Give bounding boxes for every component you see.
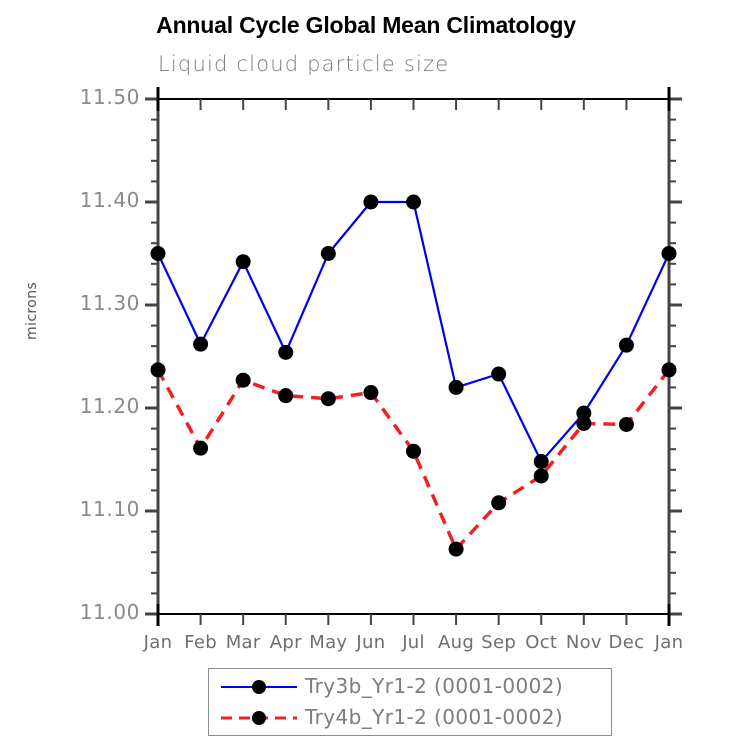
data-point — [618, 416, 634, 432]
x-tick-label: Jul — [402, 632, 425, 653]
data-point — [363, 194, 379, 210]
data-point — [193, 336, 209, 352]
data-series — [150, 194, 677, 557]
x-tick-label: Dec — [608, 632, 645, 653]
y-tick-label: 11.50 — [79, 85, 140, 109]
data-point — [448, 379, 464, 395]
data-point — [363, 385, 379, 401]
x-tick-label: Mar — [225, 632, 261, 653]
y-tick-label: 11.40 — [79, 188, 140, 212]
chart-subtitle: Liquid cloud particle size — [158, 52, 450, 76]
legend-entry-0[interactable]: Try3b_Yr1-2 (0001-0002) — [209, 672, 613, 702]
x-tick-label: Oct — [525, 632, 558, 653]
data-point — [150, 362, 166, 378]
x-tick-label: May — [309, 632, 348, 653]
x-tick-label: Sep — [481, 632, 517, 653]
data-point — [406, 194, 421, 210]
data-point — [278, 388, 294, 404]
x-tick-label: Jun — [356, 632, 386, 653]
axes — [145, 87, 682, 626]
legend-label-0: Try3b_Yr1-2 (0001-0002) — [305, 674, 564, 698]
data-point — [235, 372, 251, 388]
legend: Try3b_Yr1-2 (0001-0002) Try4b_Yr1-2 (000… — [208, 668, 612, 736]
x-tick-label: Apr — [269, 632, 302, 653]
x-tick-label: Nov — [565, 632, 602, 653]
legend-label-1: Try4b_Yr1-2 (0001-0002) — [305, 705, 564, 729]
data-point — [491, 495, 507, 511]
data-point — [661, 362, 677, 378]
data-point — [491, 366, 507, 382]
data-point — [576, 405, 592, 421]
x-tick-label: Jan — [143, 632, 173, 653]
data-point — [576, 415, 592, 431]
series-line-2 — [156, 368, 671, 551]
data-point — [150, 246, 166, 261]
x-tick-label: Jan — [654, 632, 684, 653]
data-point — [320, 391, 336, 407]
data-point — [533, 454, 549, 470]
y-tick-label: 11.20 — [79, 394, 140, 418]
x-tick-label: Feb — [184, 632, 217, 653]
data-point — [661, 246, 677, 261]
data-point — [533, 468, 549, 484]
y-tick-label: 11.10 — [79, 497, 140, 521]
y-tick-label: 11.30 — [79, 291, 140, 315]
legend-swatch-series2 — [221, 711, 297, 725]
data-point — [406, 443, 421, 459]
data-point — [320, 246, 336, 261]
legend-swatch-series1 — [221, 680, 297, 694]
data-point — [278, 344, 294, 360]
y-tick-label: 11.00 — [79, 600, 140, 624]
chart-title: Annual Cycle Global Mean Climatology — [156, 12, 576, 38]
data-point — [235, 254, 251, 270]
data-point — [618, 337, 634, 353]
x-tick-label: Aug — [438, 632, 475, 653]
data-point — [448, 541, 464, 557]
data-point — [193, 440, 209, 456]
legend-entry-1[interactable]: Try4b_Yr1-2 (0001-0002) — [209, 703, 613, 733]
